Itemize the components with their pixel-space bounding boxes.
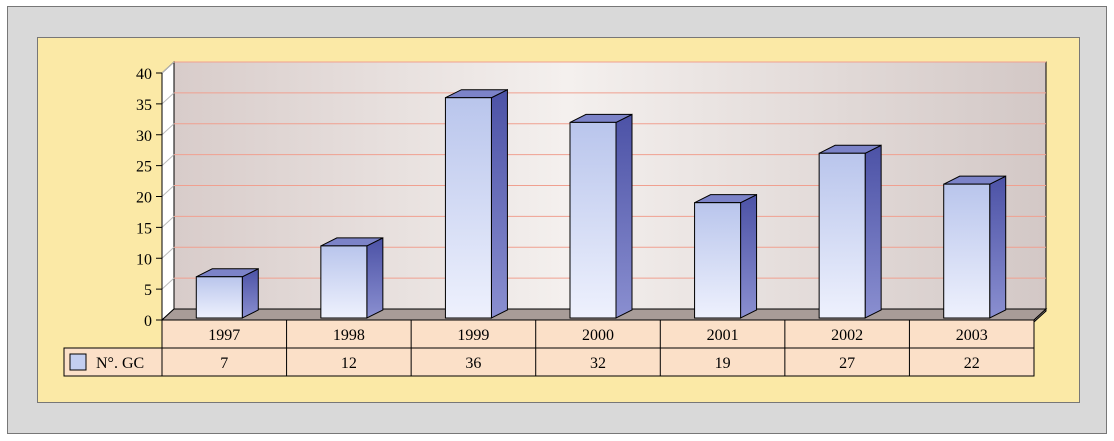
bar-front: [943, 183, 991, 319]
bar-side: [864, 144, 882, 319]
x-tick-label-2001: 2001: [707, 327, 739, 344]
gridline-side-30: [161, 123, 175, 136]
gridline-side-10: [161, 246, 175, 259]
bar-1999: [444, 88, 508, 319]
y-tick-label-30: 30: [136, 128, 152, 145]
x-tick-label-1998: 1998: [333, 327, 365, 344]
bar-front: [694, 202, 742, 319]
bar-front: [818, 152, 866, 319]
bar-side: [490, 88, 508, 319]
bar-2001: [694, 193, 758, 319]
table-depth-edge: [1033, 307, 1047, 324]
y-tick-label-15: 15: [136, 220, 152, 237]
y-tick-label-20: 20: [136, 190, 152, 207]
bar-side: [740, 193, 758, 319]
x-tick-label-1997: 1997: [208, 327, 240, 344]
y-tick-label-25: 25: [136, 159, 152, 176]
gridline-side-5: [161, 277, 175, 290]
bar-front: [320, 245, 368, 319]
x-tick-label-1999: 1999: [457, 327, 489, 344]
bar-side: [366, 237, 384, 319]
y-tick-label-0: 0: [144, 313, 152, 330]
data-label-1998: 12: [341, 355, 357, 372]
bar-2003: [943, 175, 1007, 319]
bars: [195, 88, 1007, 319]
legend-swatch: [69, 353, 87, 371]
bar-1998: [320, 237, 384, 319]
bar-front: [569, 121, 617, 319]
bar-1997: [195, 267, 259, 319]
gridline-side-15: [161, 216, 175, 228]
gridline-side-35: [161, 92, 175, 105]
data-label-2001: 19: [715, 355, 731, 372]
gridline-side-20: [161, 185, 175, 197]
table-values-row: [63, 347, 1035, 377]
bar-2000: [569, 113, 633, 319]
bar-2002: [818, 144, 882, 319]
data-label-1999: 36: [465, 355, 481, 372]
table-header-row: [161, 319, 1035, 349]
bar-side: [241, 267, 259, 319]
data-table: 1997 7 1998 12 1999 36 2000 32 2001 19 2002 27 2003 2…: [63, 307, 1047, 377]
y-tick-label-5: 5: [144, 282, 152, 299]
gridline-side-25: [161, 154, 175, 166]
y-tick-label-10: 10: [136, 251, 152, 268]
bar-front: [444, 97, 492, 319]
data-label-2002: 27: [839, 355, 855, 372]
data-label-1997: 7: [220, 355, 228, 372]
data-label-2000: 32: [590, 355, 606, 372]
x-tick-label-2000: 2000: [582, 327, 614, 344]
gridline-side-40: [161, 61, 175, 74]
bar-side: [615, 113, 633, 319]
bar-side: [989, 175, 1007, 319]
bar-front: [195, 276, 243, 319]
x-tick-label-2003: 2003: [956, 327, 988, 344]
y-tick-label-35: 35: [136, 97, 152, 114]
legend-label: N°. GC: [96, 355, 144, 372]
y-tick-label-40: 40: [136, 66, 152, 83]
data-label-2003: 22: [964, 355, 980, 372]
y-axis: 0 5 10 15 20 25 30 35 40: [136, 66, 163, 330]
x-tick-label-2002: 2002: [831, 327, 863, 344]
